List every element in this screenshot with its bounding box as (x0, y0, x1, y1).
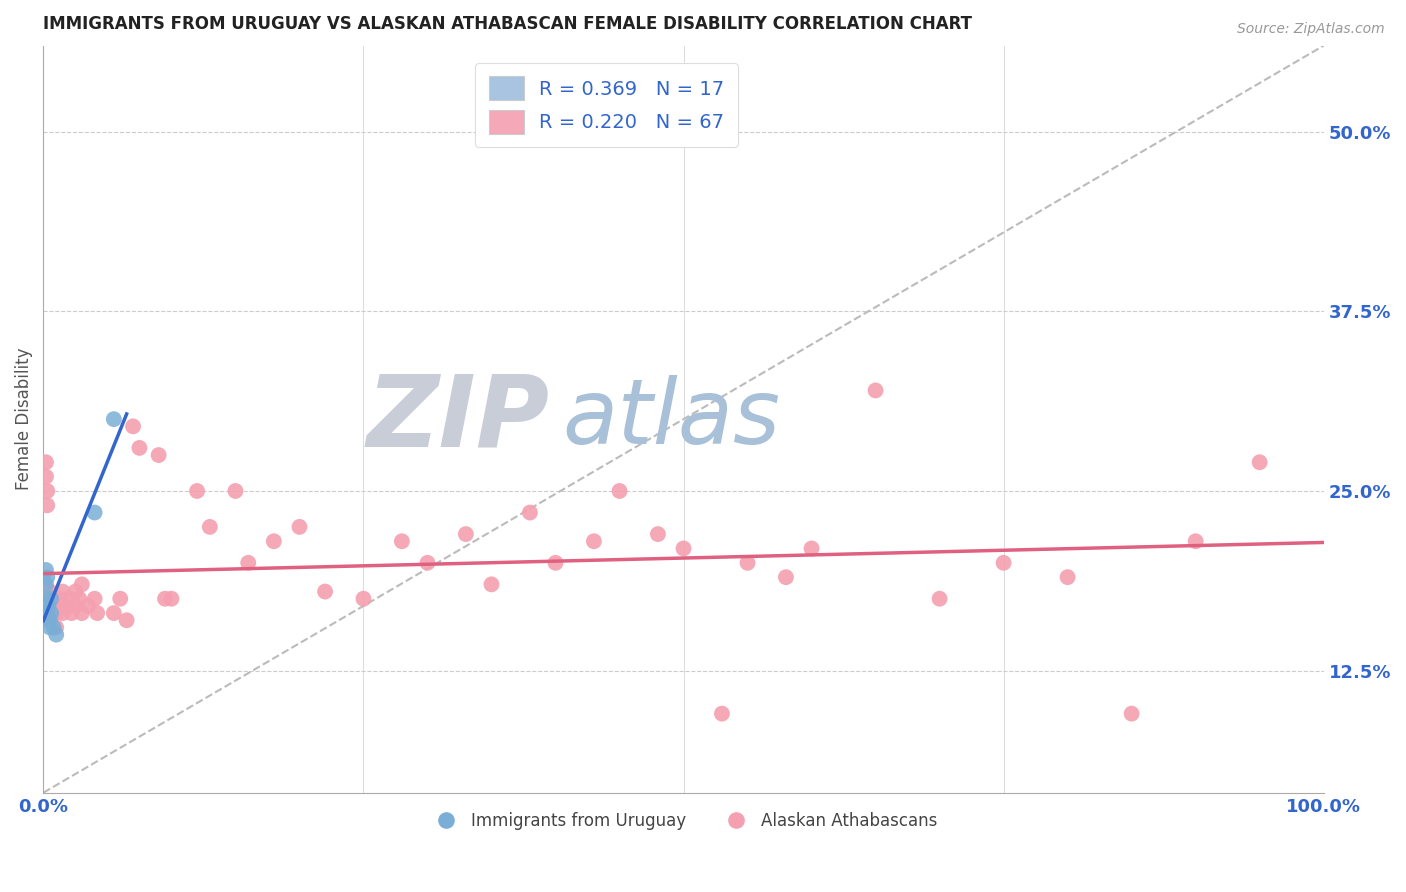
Point (38, 613, 60, 627)
Point (314, 584, 336, 599)
Text: Source: ZipAtlas.com: Source: ZipAtlas.com (1237, 22, 1385, 37)
Point (582, 534, 605, 549)
Point (263, 534, 285, 549)
Point (353, 591, 375, 606)
Text: atlas: atlas (562, 376, 780, 463)
Point (544, 556, 567, 570)
Point (238, 556, 260, 570)
Point (49, 599, 72, 613)
Point (37, 599, 59, 613)
Point (77, 599, 100, 613)
Point (39, 591, 62, 606)
Point (1121, 706, 1143, 721)
Point (186, 483, 208, 498)
Point (83, 591, 105, 606)
Point (609, 483, 631, 498)
Point (37, 606, 59, 620)
Point (39, 591, 62, 606)
Point (83, 506, 105, 520)
Point (70, 577, 93, 591)
Point (1249, 455, 1271, 469)
Point (160, 591, 183, 606)
Point (122, 419, 145, 434)
Point (48, 591, 70, 606)
Point (128, 441, 150, 455)
Point (39, 606, 62, 620)
Point (865, 384, 887, 398)
Point (115, 613, 138, 627)
Text: ZIP: ZIP (366, 371, 550, 467)
Point (37, 483, 59, 498)
Point (38, 620, 60, 634)
Y-axis label: Female Disability: Female Disability (15, 348, 32, 491)
Point (37, 570, 59, 584)
Point (110, 591, 132, 606)
Point (65, 584, 87, 599)
Point (38, 584, 60, 599)
Point (153, 591, 176, 606)
Point (60, 606, 83, 620)
Text: IMMIGRANTS FROM URUGUAY VS ALASKAN ATHABASCAN FEMALE DISABILITY CORRELATION CHAR: IMMIGRANTS FROM URUGUAY VS ALASKAN ATHAB… (44, 15, 973, 33)
Point (647, 527, 669, 541)
Point (800, 541, 823, 556)
Point (454, 527, 477, 541)
Point (35, 606, 58, 620)
Point (519, 506, 541, 520)
Point (38, 584, 60, 599)
Point (672, 541, 695, 556)
Point (288, 520, 311, 534)
Point (148, 448, 170, 462)
Point (42, 591, 65, 606)
Point (710, 706, 733, 721)
Point (37, 591, 59, 606)
Point (45, 620, 67, 634)
Point (38, 599, 60, 613)
Point (416, 556, 439, 570)
Point (35, 469, 58, 483)
Point (35, 455, 58, 469)
Point (67, 591, 90, 606)
Point (44, 599, 66, 613)
Point (198, 520, 221, 534)
Point (103, 606, 125, 620)
Point (45, 606, 67, 620)
Point (103, 412, 125, 426)
Point (775, 570, 797, 584)
Point (1056, 570, 1078, 584)
Point (481, 577, 503, 591)
Point (993, 556, 1015, 570)
Point (52, 584, 75, 599)
Point (35, 577, 58, 591)
Point (737, 556, 759, 570)
Point (58, 591, 80, 606)
Point (41, 606, 63, 620)
Point (34, 606, 56, 620)
Point (65, 599, 87, 613)
Point (70, 606, 93, 620)
Legend: Immigrants from Uruguay, Alaskan Athabascans: Immigrants from Uruguay, Alaskan Athabas… (423, 805, 945, 837)
Point (928, 591, 950, 606)
Point (55, 599, 77, 613)
Point (52, 606, 75, 620)
Point (42, 620, 65, 634)
Point (45, 627, 67, 641)
Point (37, 499, 59, 513)
Point (1184, 534, 1206, 549)
Point (38, 606, 60, 620)
Point (224, 483, 246, 498)
Point (86, 606, 108, 620)
Point (38, 613, 60, 627)
Point (41, 591, 63, 606)
Point (391, 534, 413, 549)
Point (35, 563, 58, 577)
